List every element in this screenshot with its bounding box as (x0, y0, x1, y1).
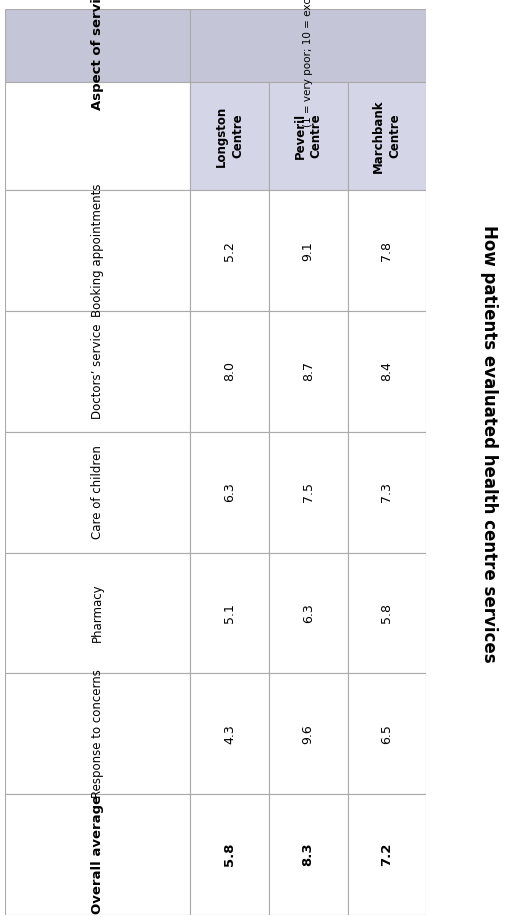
Text: Longston
Centre: Longston Centre (215, 105, 244, 166)
Bar (348, 81, 426, 190)
Bar (269, 553, 348, 674)
Bar (5, 674, 190, 794)
Text: 5.2: 5.2 (223, 241, 236, 261)
Bar (5, 9, 190, 81)
Text: Response to concerns: Response to concerns (92, 669, 104, 798)
Bar (348, 553, 426, 674)
Bar (348, 432, 426, 553)
Text: Marchbank
Centre: Marchbank Centre (372, 99, 401, 173)
Text: 6.3: 6.3 (223, 482, 236, 502)
Text: 8.3: 8.3 (302, 843, 315, 866)
Bar (348, 311, 426, 432)
Text: How patients evaluated health centre services: How patients evaluated health centre ser… (480, 225, 498, 663)
Text: 6.3: 6.3 (302, 603, 315, 623)
Bar (190, 674, 269, 794)
Bar (5, 81, 190, 190)
Text: 9.1: 9.1 (302, 241, 315, 261)
Text: 5.8: 5.8 (380, 603, 393, 623)
Text: Doctors’ service: Doctors’ service (92, 323, 104, 419)
Bar (348, 674, 426, 794)
Text: Care of children: Care of children (92, 445, 104, 539)
Bar (5, 432, 190, 553)
Bar (269, 674, 348, 794)
Text: 6.5: 6.5 (380, 723, 393, 744)
Bar (269, 81, 348, 190)
Text: 4.3: 4.3 (223, 723, 236, 744)
Bar (5, 794, 190, 915)
Bar (5, 190, 190, 311)
Bar (5, 553, 190, 674)
Bar (190, 81, 269, 190)
Bar (269, 432, 348, 553)
Text: 8.0: 8.0 (223, 361, 236, 382)
Bar (348, 794, 426, 915)
Text: 8.4: 8.4 (380, 361, 393, 382)
Bar (190, 190, 269, 311)
Text: Overall average: Overall average (92, 795, 104, 914)
Bar (269, 794, 348, 915)
Bar (190, 311, 269, 432)
Bar (190, 9, 426, 81)
Bar (348, 190, 426, 311)
Text: 8.7: 8.7 (302, 361, 315, 382)
Text: Peveril
Centre: Peveril Centre (294, 113, 323, 159)
Bar (190, 553, 269, 674)
Text: 7.5: 7.5 (302, 482, 315, 502)
Text: 7.2: 7.2 (380, 843, 393, 866)
Bar (190, 432, 269, 553)
Bar (269, 311, 348, 432)
Text: 9.6: 9.6 (302, 723, 315, 744)
Bar (269, 190, 348, 311)
Text: 5.8: 5.8 (223, 843, 236, 866)
Text: 7.8: 7.8 (380, 241, 393, 261)
Text: Booking appointments: Booking appointments (92, 184, 104, 318)
Text: 5.1: 5.1 (223, 603, 236, 623)
Text: Aspect of service: Aspect of service (92, 0, 104, 110)
Text: (1 = very poor; 10 = excellent): (1 = very poor; 10 = excellent) (303, 0, 313, 127)
Text: Pharmacy: Pharmacy (92, 584, 104, 642)
Text: 7.3: 7.3 (380, 482, 393, 502)
Bar (5, 311, 190, 432)
Bar (190, 794, 269, 915)
